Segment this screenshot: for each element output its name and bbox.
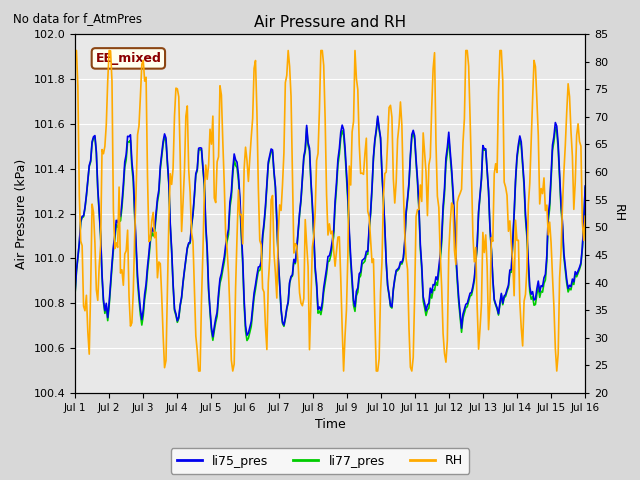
Y-axis label: Air Pressure (kPa): Air Pressure (kPa): [15, 158, 28, 269]
Y-axis label: RH: RH: [612, 204, 625, 223]
X-axis label: Time: Time: [315, 419, 346, 432]
Text: EE_mixed: EE_mixed: [95, 52, 161, 65]
Text: No data for f_AtmPres: No data for f_AtmPres: [13, 12, 142, 25]
Title: Air Pressure and RH: Air Pressure and RH: [254, 15, 406, 30]
Legend: li75_pres, li77_pres, RH: li75_pres, li77_pres, RH: [171, 448, 469, 474]
